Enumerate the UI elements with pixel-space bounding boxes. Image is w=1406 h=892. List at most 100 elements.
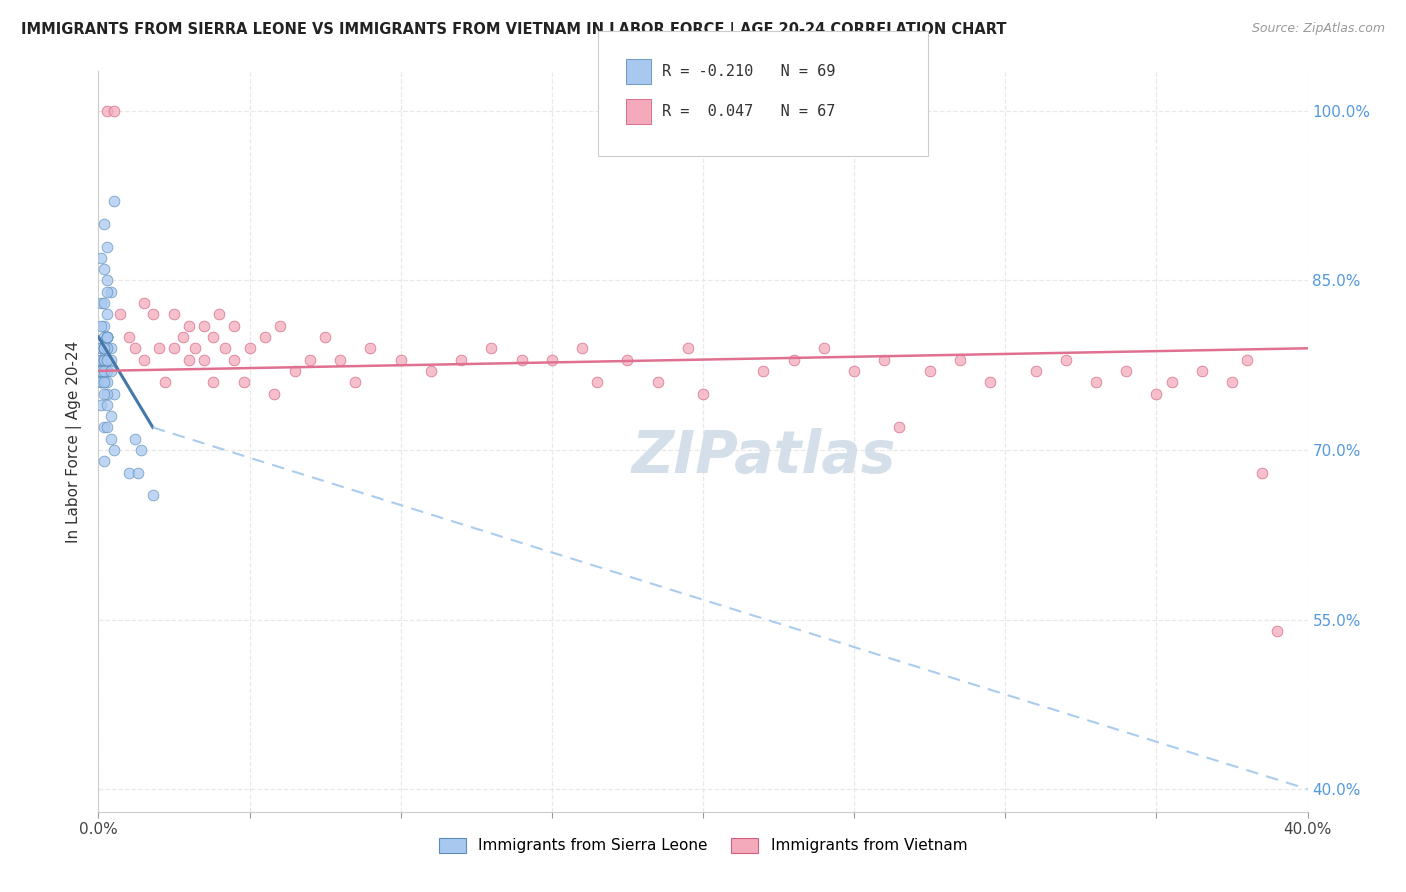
Point	[96, 398, 118, 412]
Point	[510, 352, 533, 367]
Point	[571, 341, 593, 355]
Legend: Immigrants from Sierra Leone, Immigrants from Vietnam: Immigrants from Sierra Leone, Immigrants…	[433, 832, 973, 860]
Point	[93, 352, 115, 367]
Point	[93, 330, 115, 344]
Point	[214, 341, 236, 355]
Point	[208, 307, 231, 321]
Point	[647, 375, 669, 389]
Point	[96, 330, 118, 344]
Point	[124, 432, 146, 446]
Point	[100, 432, 122, 446]
Point	[752, 364, 775, 378]
Point	[949, 352, 972, 367]
Point	[96, 239, 118, 253]
Point	[96, 307, 118, 321]
Point	[96, 352, 118, 367]
Point	[979, 375, 1001, 389]
Point	[93, 296, 115, 310]
Point	[540, 352, 562, 367]
Point	[163, 341, 186, 355]
Point	[873, 352, 896, 367]
Point	[253, 330, 276, 344]
Point	[299, 352, 322, 367]
Point	[93, 420, 115, 434]
Point	[90, 375, 112, 389]
Point	[90, 341, 112, 355]
Point	[96, 420, 118, 434]
Point	[90, 352, 112, 367]
Text: R = -0.210   N = 69: R = -0.210 N = 69	[662, 64, 835, 78]
Point	[676, 341, 699, 355]
Point	[1220, 375, 1243, 389]
Point	[1024, 364, 1046, 378]
Point	[179, 318, 201, 333]
Point	[153, 375, 176, 389]
Point	[224, 318, 246, 333]
Point	[132, 352, 155, 367]
Point	[813, 341, 835, 355]
Point	[118, 330, 141, 344]
Point	[96, 364, 118, 378]
Point	[100, 285, 122, 299]
Point	[1191, 364, 1213, 378]
Point	[93, 375, 115, 389]
Point	[96, 103, 118, 118]
Point	[692, 386, 714, 401]
Point	[93, 341, 115, 355]
Point	[103, 386, 125, 401]
Point	[93, 454, 115, 468]
Point	[1267, 624, 1289, 638]
Point	[103, 443, 125, 458]
Point	[420, 364, 443, 378]
Point	[90, 251, 112, 265]
Point	[202, 330, 225, 344]
Y-axis label: In Labor Force | Age 20-24: In Labor Force | Age 20-24	[66, 341, 83, 542]
Point	[100, 341, 122, 355]
Point	[96, 341, 118, 355]
Point	[481, 341, 503, 355]
Point	[93, 341, 115, 355]
Point	[1115, 364, 1137, 378]
Point	[1085, 375, 1108, 389]
Point	[90, 296, 112, 310]
Point	[96, 330, 118, 344]
Point	[148, 341, 170, 355]
Point	[202, 375, 225, 389]
Text: ZIPatlas: ZIPatlas	[631, 428, 896, 485]
Point	[90, 341, 112, 355]
Point	[93, 364, 115, 378]
Point	[232, 375, 254, 389]
Point	[96, 273, 118, 287]
Point	[224, 352, 246, 367]
Point	[90, 375, 112, 389]
Point	[96, 375, 118, 389]
Point	[93, 341, 115, 355]
Point	[93, 364, 115, 378]
Point	[127, 466, 149, 480]
Point	[90, 364, 112, 378]
Point	[179, 352, 201, 367]
Point	[93, 341, 115, 355]
Point	[586, 375, 609, 389]
Point	[616, 352, 638, 367]
Point	[96, 386, 118, 401]
Point	[96, 330, 118, 344]
Point	[1251, 466, 1274, 480]
Point	[93, 217, 115, 231]
Point	[96, 285, 118, 299]
Point	[93, 352, 115, 367]
Point	[103, 194, 125, 209]
Point	[96, 330, 118, 344]
Point	[269, 318, 291, 333]
Point	[1144, 386, 1167, 401]
Point	[118, 466, 141, 480]
Point	[96, 330, 118, 344]
Point	[93, 341, 115, 355]
Point	[93, 262, 115, 277]
Point	[96, 341, 118, 355]
Point	[239, 341, 262, 355]
Point	[184, 341, 207, 355]
Point	[193, 352, 215, 367]
Point	[844, 364, 866, 378]
Point	[90, 318, 112, 333]
